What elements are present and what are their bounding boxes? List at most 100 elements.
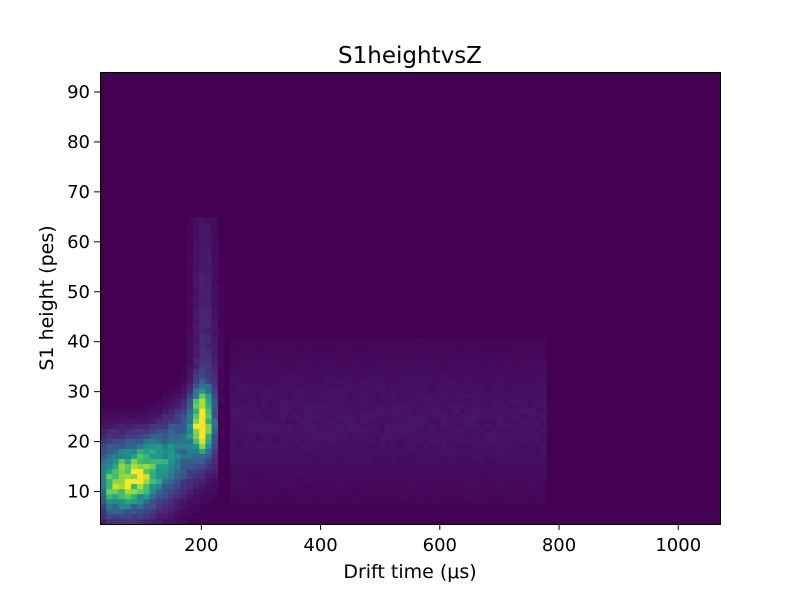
heatmap-cell xyxy=(453,443,460,449)
heatmap-cell xyxy=(261,433,268,439)
heatmap-cell xyxy=(379,363,386,369)
heatmap-cell xyxy=(410,418,417,424)
heatmap-cell xyxy=(199,448,206,454)
heatmap-cell xyxy=(199,237,206,244)
heatmap-cell xyxy=(217,343,225,349)
heatmap-cell xyxy=(131,453,138,460)
heatmap-cell xyxy=(527,468,535,475)
heatmap-cell xyxy=(323,483,330,490)
heatmap-cell xyxy=(521,478,529,485)
heatmap-cell xyxy=(372,448,380,454)
heatmap-cell xyxy=(509,358,516,364)
heatmap-cell xyxy=(317,388,324,394)
heatmap-cell xyxy=(279,338,287,344)
heatmap-cell xyxy=(248,408,256,414)
x-axis-title: Drift time (μs) xyxy=(343,561,476,583)
heatmap-cell xyxy=(310,438,318,444)
heatmap-cell xyxy=(317,373,324,379)
heatmap-cell xyxy=(472,438,479,444)
heatmap-cell xyxy=(180,423,188,429)
heatmap-cell xyxy=(304,418,312,424)
heatmap-cell xyxy=(391,488,398,495)
heatmap-cell xyxy=(162,438,169,444)
heatmap-cell xyxy=(335,448,343,454)
heatmap-cell xyxy=(416,498,423,505)
heatmap-cell xyxy=(354,358,361,364)
heatmap-cell xyxy=(143,438,150,444)
heatmap-cell xyxy=(509,463,516,470)
heatmap-cell xyxy=(273,408,281,414)
heatmap-cell xyxy=(286,383,293,389)
heatmap-cell xyxy=(441,388,448,394)
heatmap-cell xyxy=(484,483,491,490)
heatmap-cell xyxy=(310,398,318,404)
heatmap-cell xyxy=(155,458,163,465)
heatmap-cell xyxy=(236,478,243,485)
heatmap-cell xyxy=(354,343,361,349)
heatmap-cell xyxy=(255,423,262,429)
heatmap-cell xyxy=(143,473,150,480)
heatmap-cell xyxy=(416,393,423,399)
heatmap-cell xyxy=(230,338,237,344)
heatmap-cell xyxy=(459,378,467,384)
heatmap-cell xyxy=(496,498,504,505)
heatmap-cell xyxy=(329,393,336,399)
heatmap-cell xyxy=(379,463,386,470)
heatmap-cell xyxy=(186,267,194,274)
heatmap-cell xyxy=(149,463,157,470)
heatmap-cell xyxy=(459,463,467,470)
heatmap-cell xyxy=(422,358,429,364)
heatmap-cell xyxy=(205,257,212,264)
heatmap-cell xyxy=(310,393,318,399)
heatmap-cell xyxy=(193,262,200,269)
heatmap-cell xyxy=(403,463,411,470)
heatmap-cell xyxy=(490,433,498,439)
heatmap-cell xyxy=(472,383,479,389)
heatmap-cell xyxy=(186,333,194,339)
heatmap-cell xyxy=(354,413,361,419)
heatmap-cell xyxy=(137,488,144,495)
y-tick-label: 10 xyxy=(67,482,90,503)
heatmap-cell xyxy=(186,393,194,399)
heatmap-cell xyxy=(193,222,200,228)
heatmap-cell xyxy=(441,413,448,419)
heatmap-cell xyxy=(273,388,281,394)
heatmap-cell xyxy=(354,493,361,500)
heatmap-cell xyxy=(162,498,169,505)
heatmap-cell xyxy=(180,498,188,505)
heatmap-cell xyxy=(124,428,132,434)
heatmap-cell xyxy=(317,378,324,384)
heatmap-cell xyxy=(100,428,107,434)
heatmap-cell xyxy=(205,433,212,439)
heatmap-cell xyxy=(248,368,256,374)
heatmap-cell xyxy=(267,428,274,434)
heatmap-cell xyxy=(509,478,516,485)
heatmap-cell xyxy=(441,403,448,409)
heatmap-cell xyxy=(478,488,485,495)
heatmap-cell xyxy=(515,463,522,470)
heatmap-cell xyxy=(174,498,181,505)
heatmap-cell xyxy=(521,428,529,434)
heatmap-cell xyxy=(155,473,163,480)
heatmap-cell xyxy=(441,458,448,465)
heatmap-cell xyxy=(199,267,206,274)
heatmap-cell xyxy=(193,303,200,309)
heatmap-cell xyxy=(348,353,355,359)
heatmap-cell xyxy=(329,468,336,475)
heatmap-cell xyxy=(453,343,460,349)
heatmap-cell xyxy=(360,468,367,475)
heatmap-cell xyxy=(453,433,460,439)
heatmap-cell xyxy=(273,413,281,419)
heatmap-cell xyxy=(509,498,516,505)
heatmap-cell xyxy=(447,378,454,384)
heatmap-cell xyxy=(205,408,212,414)
heatmap-cell xyxy=(459,368,467,374)
heatmap-cell xyxy=(261,413,268,419)
heatmap-cell xyxy=(131,518,138,525)
heatmap-cell xyxy=(199,348,206,354)
heatmap-cell xyxy=(298,448,305,454)
heatmap-cell xyxy=(211,338,219,344)
heatmap-cell xyxy=(304,473,312,480)
heatmap-cell xyxy=(521,433,529,439)
heatmap-cell xyxy=(255,448,262,454)
